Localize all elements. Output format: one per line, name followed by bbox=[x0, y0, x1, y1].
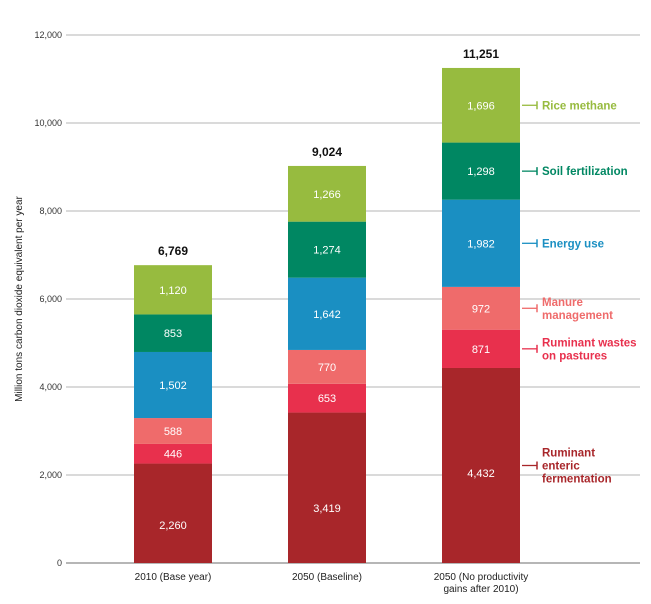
bar-segment bbox=[442, 329, 520, 368]
bar-segment bbox=[288, 165, 366, 222]
bar-segment bbox=[134, 443, 212, 464]
segment-value-label: 1,696 bbox=[467, 100, 495, 112]
segment-value-label: 4,432 bbox=[467, 468, 495, 480]
y-tick-label: 8,000 bbox=[39, 206, 62, 216]
bar-total-label: 6,769 bbox=[158, 244, 188, 258]
segment-value-label: 1,502 bbox=[159, 380, 187, 392]
segment-value-label: 1,298 bbox=[467, 166, 495, 178]
y-tick-label: 0 bbox=[57, 558, 62, 568]
x-category-label: 2050 (No productivity bbox=[434, 572, 529, 583]
bar-segment bbox=[442, 367, 520, 563]
segment-value-label: 853 bbox=[164, 328, 182, 340]
x-category-label: 2010 (Base year) bbox=[135, 572, 212, 583]
y-tick-label: 6,000 bbox=[39, 294, 62, 304]
y-tick-label: 2,000 bbox=[39, 470, 62, 480]
bar-segment bbox=[288, 349, 366, 384]
x-category-label: 2050 (Baseline) bbox=[292, 572, 362, 583]
bar-segment bbox=[442, 199, 520, 287]
legend-label: Energy use bbox=[542, 238, 604, 250]
bar-segment bbox=[134, 265, 212, 315]
x-axis: 2010 (Base year) 2050 (Baseline) 2050 (No … bbox=[135, 572, 529, 595]
segment-value-label: 770 bbox=[318, 362, 336, 374]
legend-label: Rice methane bbox=[542, 100, 617, 112]
segment-value-label: 1,642 bbox=[313, 309, 341, 321]
segment-value-label: 972 bbox=[472, 303, 490, 315]
y-axis: 0 2,000 4,000 6,000 8,000 10,000 12,000 bbox=[34, 30, 62, 568]
legend-label: enteric bbox=[542, 460, 580, 472]
bar-segment bbox=[442, 142, 520, 200]
y-tick-label: 12,000 bbox=[34, 30, 62, 40]
bar-total-label: 9,024 bbox=[312, 145, 342, 159]
y-tick-label: 10,000 bbox=[34, 118, 62, 128]
bar-segment bbox=[134, 351, 212, 419]
bar-total-label: 11,251 bbox=[463, 47, 499, 61]
bar-segment bbox=[134, 418, 212, 444]
segment-value-label: 1,982 bbox=[467, 238, 495, 250]
bar-segment bbox=[442, 286, 520, 330]
legend-label: management bbox=[542, 310, 613, 322]
segment-value-label: 2,260 bbox=[159, 520, 187, 532]
legend-label: on pastures bbox=[542, 350, 607, 362]
segment-value-label: 446 bbox=[164, 449, 182, 461]
segment-value-label: 871 bbox=[472, 344, 490, 356]
bar-segment bbox=[442, 67, 520, 143]
legend-label: Ruminant wastes bbox=[542, 337, 637, 349]
legend-label: Soil fertilization bbox=[542, 166, 628, 178]
bars: 2,260 446 588 1,502 853 1,120 6,769 3,419 653 770… bbox=[134, 47, 520, 563]
segment-value-label: 1,120 bbox=[159, 285, 187, 297]
segment-value-label: 588 bbox=[164, 426, 182, 438]
segment-value-label: 3,419 bbox=[313, 503, 341, 515]
y-tick-label: 4,000 bbox=[39, 382, 62, 392]
bar-segment bbox=[288, 221, 366, 278]
bar-segment bbox=[288, 412, 366, 563]
x-category-label: gains after 2010) bbox=[443, 584, 518, 595]
segment-value-label: 653 bbox=[318, 393, 336, 405]
legend-label: Ruminant bbox=[542, 447, 595, 459]
bar-segment bbox=[288, 277, 366, 350]
legend-label: Manure bbox=[542, 297, 583, 309]
legend-label: fermentation bbox=[542, 473, 612, 485]
bar-segment bbox=[288, 383, 366, 413]
segment-value-label: 1,266 bbox=[313, 189, 341, 201]
bar-segment bbox=[134, 314, 212, 352]
bar-segment bbox=[134, 463, 212, 563]
segment-value-label: 1,274 bbox=[313, 245, 341, 257]
y-axis-label: Million tons carbon dioxide equivalent p… bbox=[14, 196, 25, 402]
